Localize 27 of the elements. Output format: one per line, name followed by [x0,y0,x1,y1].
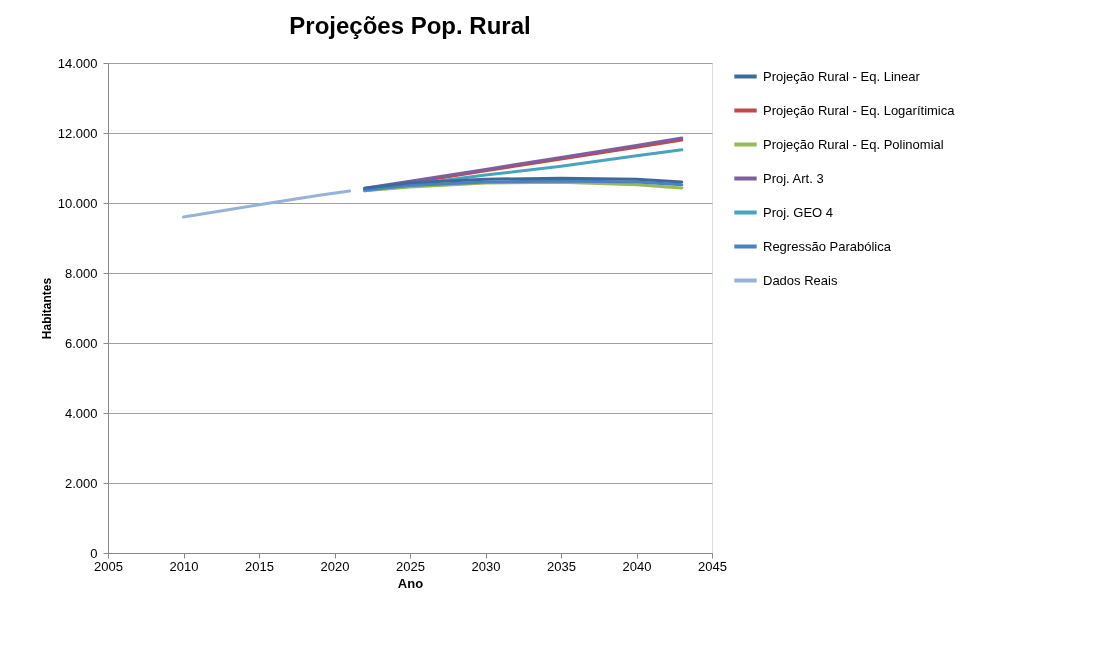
x-tick-label: 2005 [94,558,123,574]
legend-label: Projeção Rural - Eq. Linear [763,68,921,84]
y-tick-label: 4.000 [64,405,98,421]
x-tick-label: 2030 [471,558,501,574]
y-tick-label: 12.000 [57,125,98,141]
y-tick-label: 2.000 [64,475,98,491]
x-tick-label: 2010 [169,558,199,574]
y-axis-title: Habitantes [39,277,54,340]
x-tick-label: 2025 [396,558,425,574]
x-tick-label: 2020 [320,558,350,574]
y-tick-label: 0 [90,545,98,561]
x-tick-label: 2045 [698,558,727,574]
y-tick-label: 6.000 [64,335,98,351]
legend-label: Dados Reais [763,272,838,288]
y-tick-label: 14.000 [57,55,98,71]
legend-label: Proj. Art. 3 [763,170,824,186]
legend-label: Regressão Parabólica [763,238,892,254]
legend-label: Projeção Rural - Eq. Logarítimica [763,102,956,118]
legend-label: Projeção Rural - Eq. Polinomial [763,136,944,152]
y-tick-label: 10.000 [57,195,98,211]
x-tick-label: 2015 [245,558,274,574]
x-axis-title: Ano [397,575,424,591]
x-tick-label: 2040 [622,558,652,574]
legend-label: Proj. GEO 4 [763,204,834,220]
x-tick-label: 2035 [547,558,576,574]
y-tick-label: 8.000 [64,265,98,281]
chart-title: Projeções Pop. Rural [289,12,531,39]
